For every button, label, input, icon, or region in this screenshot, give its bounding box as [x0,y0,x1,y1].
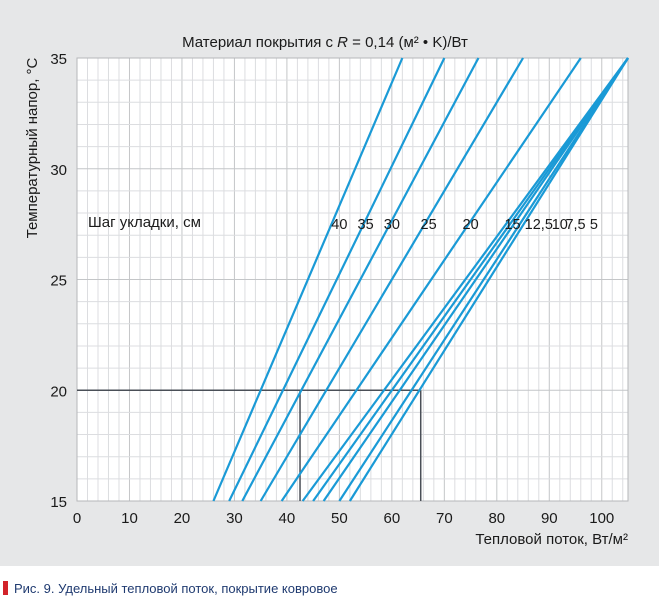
series-lines [212,57,629,502]
y-tick-label: 20 [50,383,67,400]
series-label: 5 [590,217,598,233]
series-label: 40 [331,217,347,233]
x-tick-label: 60 [384,510,401,527]
y-tick-label: 15 [50,494,67,511]
series-header: Шаг укладки, см [88,214,201,231]
series-label: 25 [421,217,437,233]
series-line-20 [280,57,582,502]
x-tick-label: 20 [174,510,191,527]
plot-border [76,57,629,502]
chart-title: Материал покрытия с R = 0,14 (м² • K)/Вт [182,34,468,51]
chart-panel: 0 10 20 30 40 50 60 70 80 90 100 15 20 25 30 35 40 35 30 2… [0,0,659,566]
figure-caption: Рис. 9. Удельный тепловой поток, покрыти… [3,580,338,596]
x-tick-label: 0 [73,510,81,527]
series-label: 7,5 [565,217,585,233]
x-tick-label: 10 [121,510,138,527]
y-tick-label: 25 [50,273,67,290]
x-tick-label: 100 [589,510,614,527]
series-line-7-5 [338,57,629,502]
y-tick-label: 30 [50,162,67,179]
annotation-lines [77,389,422,501]
series-line-40 [212,57,404,502]
series-line-35 [228,57,446,502]
tick-labels: 0 10 20 30 40 50 60 70 80 90 100 15 20 25 30 35 [50,51,614,527]
x-tick-label: 30 [226,510,243,527]
series-line-15 [301,57,629,502]
series-line-12-5 [312,57,629,502]
x-tick-label: 70 [436,510,453,527]
series-line-10 [322,57,629,502]
series-label: 10 [552,217,568,233]
series-line-30 [241,57,480,502]
x-tick-label: 90 [541,510,558,527]
y-tick-label: 35 [50,51,67,68]
caption-text: Рис. 9. Удельный тепловой поток, покрыти… [14,580,338,596]
x-axis-label: Тепловой поток, Вт/м² [475,531,628,548]
series-label: 20 [463,217,479,233]
series-line-25 [259,57,524,502]
chart: 0 10 20 30 40 50 60 70 80 90 100 15 20 25 30 35 40 35 30 2… [24,34,629,548]
series-label: 35 [358,217,374,233]
series-label: 12,5 [525,217,553,233]
x-tick-label: 50 [331,510,348,527]
series-label: 15 [504,217,520,233]
grid [76,57,629,502]
y-axis-label: Температурный напор, °C [24,57,41,238]
caption-marker [3,581,8,595]
series-line-5 [348,57,629,502]
x-tick-label: 80 [488,510,505,527]
series-label: 30 [384,217,400,233]
x-tick-label: 40 [279,510,296,527]
